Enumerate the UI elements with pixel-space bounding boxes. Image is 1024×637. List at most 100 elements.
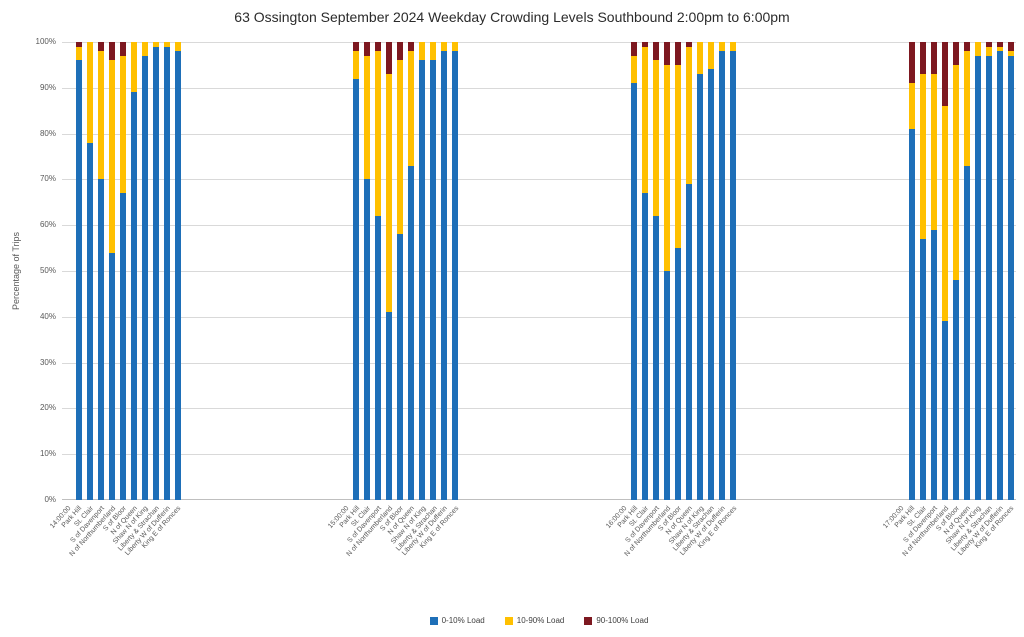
bar-segment-10-90-load [718,42,725,52]
bar-segment-10-90-load [174,42,181,52]
bar-segment-90-100-load [941,42,948,107]
stacked-bar [152,42,159,500]
bar-segment-0-10-load [119,193,126,500]
x-axis-line [62,499,1016,500]
bar-segment-0-10-load [908,129,915,500]
stacked-bar [1007,42,1014,500]
y-tick-label: 100% [35,37,56,46]
bar-segment-10-90-load [941,106,948,322]
y-tick-label: 40% [39,311,56,321]
gridline [62,454,1016,455]
bar-segment-10-90-load [707,42,714,70]
bar-segment-0-10-load [130,92,137,500]
stacked-bar [908,42,915,500]
bar-segment-0-10-load [163,46,170,500]
bar-segment-0-10-load [152,46,159,500]
y-tick-label: 10% [39,449,56,459]
legend-swatch-90-100-load [584,616,593,625]
stacked-bar [408,42,415,500]
bar-segment-0-10-load [696,74,703,500]
bar-segment-90-100-load [97,42,104,52]
legend-label-90-100-load: 90-100% Load [596,616,649,625]
stacked-bar [718,42,725,500]
bar-segment-0-10-load [963,165,970,500]
bar-segment-10-90-load [452,42,459,52]
stacked-bar [119,42,126,500]
bar-segment-10-90-load [441,42,448,52]
y-tick-label: 60% [39,220,56,230]
stacked-bar [375,42,382,500]
stacked-bar [652,42,659,500]
bar-segment-10-90-load [75,46,82,61]
bar-segment-10-90-load [952,64,959,281]
legend: 0-10% Load 10-90% Load 90-100% Load [62,616,1016,625]
bar-segment-10-90-load [419,42,426,61]
bar-segment-10-90-load [919,74,926,239]
bar-segment-0-10-load [930,229,937,500]
stacked-bar [919,42,926,500]
bar-segment-10-90-load [663,64,670,271]
bar-segment-90-100-load [930,42,937,75]
bar-segment-90-100-load [397,42,404,61]
bar-segment-0-10-load [919,238,926,500]
gridline [62,42,1016,43]
y-tick-label: 20% [39,403,56,413]
stacked-bar [397,42,404,500]
bar-segment-10-90-load [963,51,970,166]
bar-segment-10-90-load [163,42,170,47]
gridline [62,317,1016,318]
y-tick-label: 0% [44,495,56,504]
bar-segment-10-90-load [119,55,126,194]
bar-segment-0-10-load [630,83,637,500]
x-axis-labels: 14:00:00 Park Hill St. Clair S of Davenport… [49,503,1016,593]
stacked-bar [674,42,681,500]
stacked-bar [996,42,1003,500]
bar-segment-10-90-load [974,42,981,56]
bar-segment-10-90-load [930,74,937,230]
y-tick-label: 80% [39,128,56,138]
bar-segment-10-90-load [364,55,371,180]
bar-segment-0-10-load [441,51,448,500]
bar-segment-0-10-load [729,51,736,500]
bar-segment-10-90-load [1007,51,1014,56]
bar-segment-0-10-load [952,280,959,500]
stacked-bar [163,42,170,500]
bar-segment-90-100-load [353,42,360,52]
bar-segment-10-90-load [97,51,104,180]
stacked-bar [419,42,426,500]
bar-segment-0-10-load [408,165,415,500]
stacked-bar [630,42,637,500]
bar-segment-10-90-load [729,42,736,52]
bar-segment-90-100-load [641,42,648,47]
bar-segment-90-100-load [119,42,126,56]
stacked-bar [974,42,981,500]
stacked-bar [364,42,371,500]
bar-segment-90-100-load [985,42,992,47]
bar-segment-0-10-load [652,216,659,500]
legend-item-0-10-load: 0-10% Load [429,616,485,625]
legend-swatch-10-90-load [504,616,513,625]
y-tick-label: 30% [39,357,56,367]
gridline [62,225,1016,226]
bar-segment-10-90-load [908,83,915,130]
bar-segment-90-100-load [908,42,915,84]
bar-segment-10-90-load [152,42,159,47]
stacked-bar [696,42,703,500]
stacked-bar [685,42,692,500]
bar-segment-90-100-load [364,42,371,56]
stacked-bar [930,42,937,500]
bar-segment-0-10-load [75,60,82,500]
bar-segment-0-10-load [685,183,692,500]
bar-segment-0-10-load [996,51,1003,500]
bar-segment-0-10-load [941,321,948,500]
bar-segment-0-10-load [375,216,382,500]
bar-segment-10-90-load [130,42,137,93]
stacked-bar [430,42,437,500]
bar-segment-90-100-load [75,42,82,47]
gridline [62,88,1016,89]
bar-segment-0-10-load [86,142,93,500]
bar-segment-10-90-load [985,46,992,56]
bar-segment-0-10-load [663,271,670,500]
stacked-bar [86,42,93,500]
bar-segment-10-90-load [996,46,1003,52]
